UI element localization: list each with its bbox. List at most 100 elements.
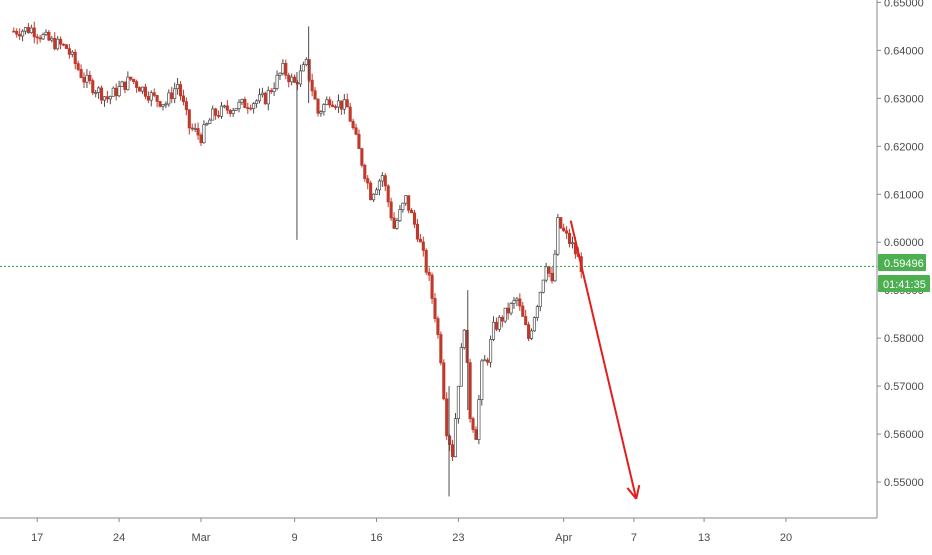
candle-body [307, 59, 311, 81]
candle-body [515, 298, 519, 301]
candle-body [255, 100, 259, 104]
candle-body [94, 92, 98, 94]
candle-body [178, 84, 183, 97]
candle-body [117, 86, 121, 97]
candle-body [430, 274, 434, 299]
candle-body [348, 106, 352, 122]
candle-body [237, 101, 241, 109]
candle-body [193, 128, 197, 130]
candle-body [44, 31, 48, 35]
candle-body [170, 92, 174, 99]
candle-body [275, 74, 279, 89]
candle-body [260, 92, 264, 96]
candle-body [21, 30, 25, 37]
candle-body [474, 429, 478, 440]
candles-layer [12, 21, 583, 461]
candle-body [310, 79, 314, 92]
candle-body [32, 27, 36, 38]
candle-body [354, 127, 358, 135]
candle-body [392, 217, 396, 229]
candle-body [173, 88, 177, 99]
candle-body [459, 347, 463, 387]
candle-body [313, 90, 317, 100]
candle-body [56, 38, 60, 50]
countdown-label: 01:41:35 [883, 279, 926, 291]
candle-body [217, 115, 221, 117]
candle-body [290, 76, 294, 83]
y-tick-label: 0.61000 [884, 189, 924, 201]
y-tick-label: 0.60000 [884, 237, 924, 249]
candle-body [120, 81, 124, 87]
x-tick-label: 23 [452, 532, 464, 544]
y-tick-label: 0.58000 [884, 333, 924, 345]
candle-body [465, 329, 469, 363]
candle-body [404, 195, 408, 204]
candle-body [334, 106, 338, 108]
x-tick-label: 7 [631, 532, 637, 544]
candle-body [524, 316, 528, 326]
candle-body [211, 108, 215, 121]
candle-body [225, 105, 229, 111]
candle-body [67, 48, 71, 55]
candle-body [398, 209, 402, 222]
candle-body [85, 74, 89, 83]
candle-body [331, 104, 335, 107]
candle-body [544, 266, 548, 281]
candle-body [176, 84, 180, 90]
x-tick-label: Apr [555, 532, 572, 544]
candle-body [553, 253, 557, 282]
arrow-head [635, 484, 641, 500]
candle-body [287, 75, 291, 83]
candle-body [550, 272, 554, 282]
candle-body [319, 111, 323, 114]
candle-body [138, 87, 142, 92]
candle-body [23, 27, 28, 32]
candle-body [219, 105, 224, 117]
candle-body [541, 279, 545, 293]
candle-body [448, 435, 452, 445]
candle-body [228, 109, 232, 114]
candle-body [59, 38, 63, 45]
candle-body [471, 418, 475, 430]
candle-body [18, 33, 22, 37]
candle-body [489, 339, 493, 363]
candle-body [389, 201, 393, 219]
candle-body [500, 317, 504, 322]
candle-body [407, 195, 411, 211]
candle-body [532, 317, 537, 332]
candle-body [15, 30, 19, 35]
candle-body [199, 134, 203, 144]
candle-body [187, 109, 191, 129]
candle-body [295, 82, 300, 85]
candle-body [284, 62, 288, 76]
x-tick-label: 16 [370, 532, 382, 544]
candle-body [374, 189, 379, 195]
candle-body [386, 185, 390, 203]
candle-body [456, 385, 460, 420]
candle-body [339, 100, 343, 110]
arrow-head [626, 487, 638, 500]
candle-body [140, 86, 145, 92]
candle-body [272, 88, 276, 93]
candle-body [436, 318, 440, 335]
candle-body [246, 107, 250, 109]
candle-body [99, 87, 104, 101]
candle-body [415, 223, 420, 240]
candle-body [491, 321, 496, 340]
candle-body [202, 124, 206, 144]
candle-body [556, 217, 560, 255]
candle-body [214, 108, 218, 116]
candle-body [433, 298, 437, 319]
countdown-badge: 01:41:35 [878, 275, 930, 292]
candle-body [298, 70, 303, 85]
candle-body [149, 92, 153, 101]
time-axis-ticks: 17 24 Mar 9 16 23 Apr 7 13 20 [31, 518, 792, 544]
candle-body [184, 101, 188, 111]
candle-body [53, 37, 57, 50]
candle-body [380, 175, 384, 182]
candle-body [383, 175, 387, 187]
candle-body [123, 81, 127, 90]
candle-body [439, 334, 443, 364]
y-tick-label: 0.63000 [884, 93, 924, 105]
candle-body [114, 87, 118, 97]
